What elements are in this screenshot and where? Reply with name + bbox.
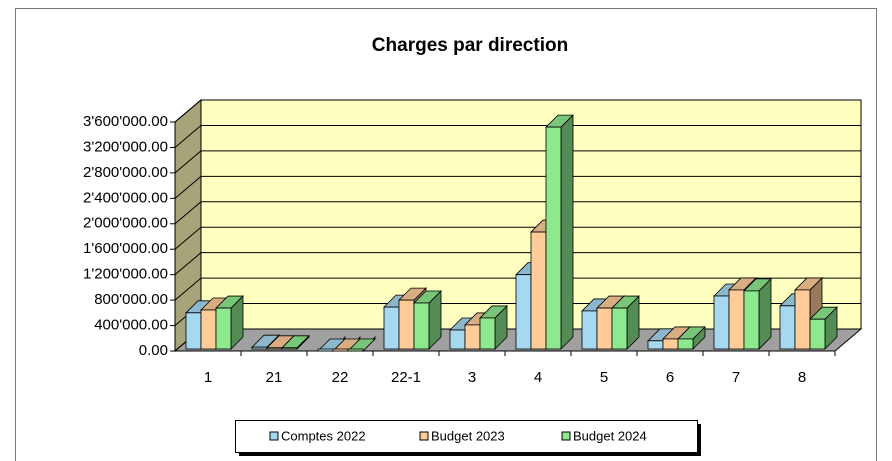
- y-tick-label: 800'000.00: [94, 291, 168, 308]
- bar-front: [317, 348, 334, 352]
- bar-front: [464, 324, 481, 350]
- bar: [479, 304, 508, 350]
- bar-front: [347, 348, 364, 352]
- legend-label: Budget 2024: [573, 428, 647, 443]
- legend-swatch: [269, 431, 279, 441]
- bar-front: [779, 305, 796, 350]
- bar-front: [479, 317, 496, 350]
- legend-swatch: [561, 431, 571, 441]
- grid-line: [174, 226, 202, 250]
- y-tick-label: 400'000.00: [94, 317, 168, 334]
- bar-front: [677, 338, 694, 350]
- bar-front: [545, 126, 562, 350]
- chart-title: Charges par direction: [372, 35, 568, 56]
- x-tick-label: 7: [732, 369, 740, 386]
- legend-box: [235, 420, 698, 453]
- bar-front: [596, 307, 613, 350]
- legend-label: Comptes 2022: [281, 428, 366, 443]
- bar: [215, 295, 244, 350]
- legend-swatch: [419, 431, 429, 441]
- legend: Comptes 2022 Budget 2023 Budget 2024: [235, 420, 701, 456]
- x-tick-label: 3: [468, 369, 476, 386]
- y-tick-label: 2'800'000.00: [83, 164, 168, 181]
- bar: [281, 334, 310, 350]
- bar-front: [398, 299, 415, 350]
- x-tick-label: 8: [798, 369, 806, 386]
- grid-line: [174, 150, 202, 174]
- bar-front: [215, 307, 232, 350]
- grid-line: [174, 277, 202, 301]
- bar-front: [743, 290, 760, 350]
- bar-front: [611, 307, 628, 350]
- y-tick-label: 2'400'000.00: [83, 189, 168, 206]
- x-tick-label: 4: [534, 369, 542, 386]
- bar: [347, 336, 376, 352]
- bar-front: [647, 340, 664, 350]
- bar: [611, 295, 640, 350]
- bar: [413, 290, 442, 350]
- bar-front: [383, 306, 400, 350]
- x-tick-label: 22: [332, 369, 349, 386]
- bar-front: [728, 289, 745, 350]
- x-tick-label: 1: [204, 369, 212, 386]
- bar-front: [281, 347, 298, 350]
- bar-front: [185, 312, 202, 350]
- bar: [545, 114, 574, 350]
- bar-front: [809, 318, 826, 350]
- y-tick-label: 3'600'000.00: [83, 113, 168, 130]
- bar-front: [794, 289, 811, 350]
- bar-front: [581, 310, 598, 350]
- y-tick-label: 3'200'000.00: [83, 138, 168, 155]
- legend-label: Budget 2023: [431, 428, 505, 443]
- x-tick-label: 22-1: [391, 369, 421, 386]
- grid-line: [174, 125, 202, 148]
- y-tick-label: 0.00: [139, 342, 168, 359]
- bar-front: [266, 347, 283, 350]
- bar-front: [251, 346, 268, 350]
- grid-line: [174, 99, 202, 123]
- x-tick-label: 21: [266, 369, 283, 386]
- bar-side: [560, 114, 574, 350]
- grid-line: [174, 175, 202, 199]
- grid-line: [174, 201, 202, 225]
- bar-front: [713, 295, 730, 350]
- bar: [809, 306, 838, 350]
- y-tick-label: 1'200'000.00: [83, 266, 168, 283]
- bar: [677, 325, 706, 350]
- bar-front: [515, 274, 532, 350]
- y-tick-label: 1'600'000.00: [83, 240, 168, 257]
- bar-front: [530, 231, 547, 350]
- bar-front: [449, 329, 466, 350]
- grid-line: [174, 252, 202, 276]
- x-tick-label: 6: [666, 369, 674, 386]
- bar-front: [662, 338, 679, 350]
- bar-front: [332, 348, 349, 352]
- y-tick-label: 2'000'000.00: [83, 215, 168, 232]
- bar: [743, 277, 772, 350]
- x-tick-label: 5: [600, 369, 608, 386]
- bar-front: [200, 309, 217, 350]
- bar-front: [413, 302, 430, 350]
